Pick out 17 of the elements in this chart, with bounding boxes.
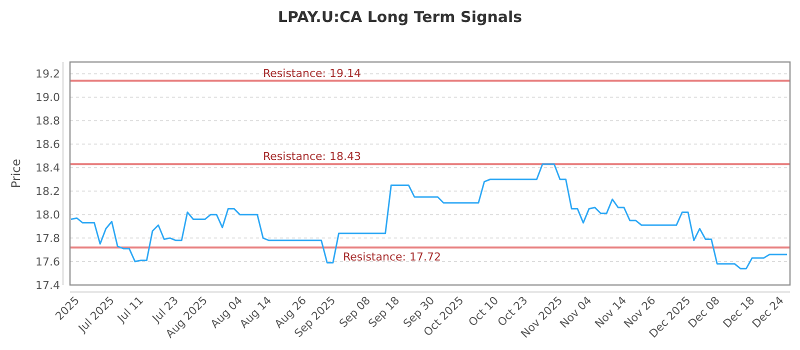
y-tick-label: 17.8	[36, 232, 60, 246]
ref-line-label: Resistance: 18.43	[263, 150, 361, 164]
y-tick-label: 18.4	[36, 162, 60, 175]
y-axis-title: Price	[9, 158, 23, 188]
y-tick-label: 18.0	[36, 208, 60, 222]
ref-line-label: Resistance: 19.14	[263, 66, 361, 80]
line-series	[70, 163, 788, 270]
y-tick-label: 18.2	[36, 185, 60, 198]
y-tick-label: 19.2	[36, 68, 60, 81]
y-tick-label: 19.0	[36, 91, 60, 104]
y-tick-label: 18.6	[36, 138, 60, 152]
y-tick-label: 18.8	[36, 114, 60, 128]
y-tick-label: 17.4	[36, 279, 60, 292]
y-tick-label: 17.6	[36, 256, 60, 269]
chart-title: LPAY.U:CA Long Term Signals	[278, 8, 522, 26]
x-tick-label: Jul 11	[114, 294, 146, 326]
ref-line-label: Resistance: 17.72	[343, 250, 441, 264]
